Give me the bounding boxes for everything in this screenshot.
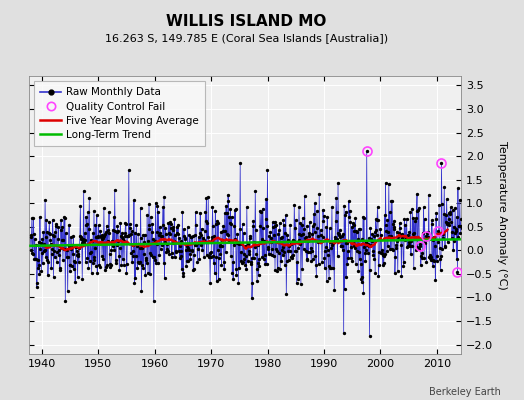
Text: Berkeley Earth: Berkeley Earth xyxy=(429,387,500,397)
Text: 16.263 S, 149.785 E (Coral Sea Islands [Australia]): 16.263 S, 149.785 E (Coral Sea Islands [… xyxy=(105,33,388,43)
Legend: Raw Monthly Data, Quality Control Fail, Five Year Moving Average, Long-Term Tren: Raw Monthly Data, Quality Control Fail, … xyxy=(34,81,205,146)
Text: WILLIS ISLAND MO: WILLIS ISLAND MO xyxy=(166,14,326,29)
Y-axis label: Temperature Anomaly (°C): Temperature Anomaly (°C) xyxy=(497,141,507,289)
